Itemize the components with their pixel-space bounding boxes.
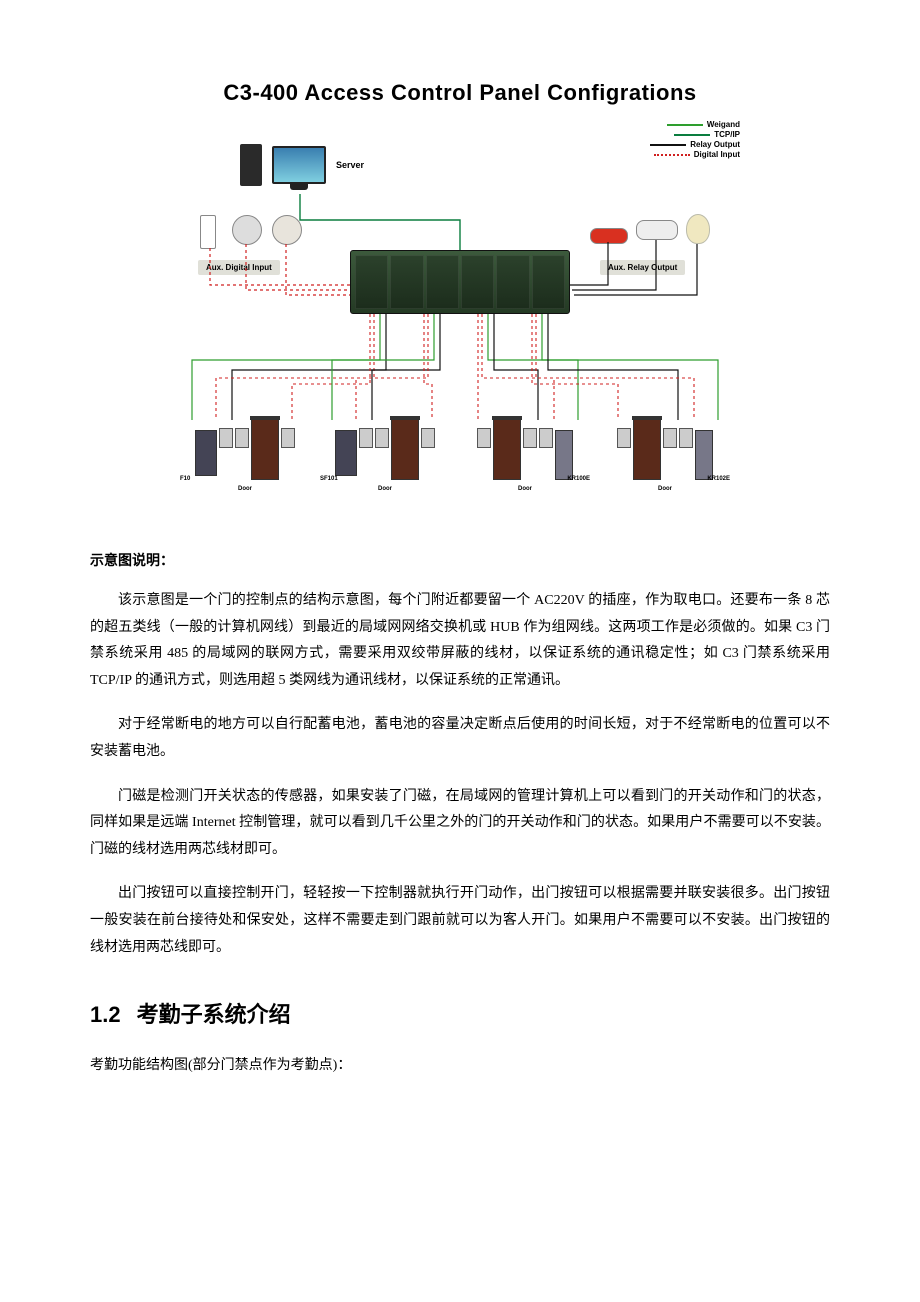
- server-group: Server: [240, 144, 364, 186]
- exit-button-icon: [421, 428, 435, 448]
- paragraph-5: 考勤功能结构图(部分门禁点作为考勤点)：: [90, 1053, 830, 1080]
- door-icon: [493, 418, 521, 480]
- reader-device-icon: [335, 430, 357, 476]
- legend-label: Relay Output: [690, 140, 740, 149]
- section-number: 1.2: [90, 1002, 121, 1027]
- reader-label: KR100E: [567, 476, 590, 482]
- electric-lock-icon: [523, 428, 537, 448]
- legend-label: Digital Input: [694, 150, 740, 159]
- aux-output-label: Aux. Relay Output: [600, 260, 685, 275]
- paragraph-3: 门磁是检测门开关状态的传感器，如果安装了门磁，在局域网的管理计算机上可以看到门的…: [90, 784, 830, 864]
- aux-pir-sensor-icon: [272, 215, 302, 245]
- door-label: Door: [320, 486, 450, 492]
- server-label: Server: [336, 160, 364, 170]
- legend-line-icon: [654, 154, 690, 156]
- pc-tower-icon: [240, 144, 262, 186]
- legend-row: TCP/IP: [650, 130, 740, 139]
- electric-lock-icon: [663, 428, 677, 448]
- door-label: Door: [600, 486, 730, 492]
- door-icon: [633, 418, 661, 480]
- door-group: F10Door: [180, 418, 310, 480]
- monitor-icon: [272, 146, 326, 184]
- door-sensor-icon: [679, 428, 693, 448]
- section-title: 考勤子系统介绍: [137, 1002, 291, 1027]
- aux-contact-sensor-icon: [200, 215, 216, 249]
- section-heading-1-2: 1.2 考勤子系统介绍: [90, 997, 830, 1029]
- legend-label: TCP/IP: [714, 130, 740, 139]
- door-sensor-icon: [219, 428, 233, 448]
- wiring-diagram: WeigandTCP/IPRelay OutputDigital Input S…: [180, 120, 740, 500]
- legend-row: Digital Input: [650, 150, 740, 159]
- reader-label: F10: [180, 476, 190, 482]
- legend-label: Weigand: [707, 120, 740, 129]
- door-group: KR100EDoor: [460, 418, 590, 480]
- diagram-title: C3-400 Access Control Panel Configration…: [90, 80, 830, 106]
- door-sensor-icon: [359, 428, 373, 448]
- control-panel: [350, 250, 570, 314]
- reader-device-icon: [555, 430, 573, 480]
- door-group: SF101Door: [320, 418, 450, 480]
- aux-input-label: Aux. Digital Input: [198, 260, 280, 275]
- paragraph-4: 出门按钮可以直接控制开门，轻轻按一下控制器就执行开门动作，出门按钮可以根据需要并…: [90, 881, 830, 961]
- legend-line-icon: [674, 134, 710, 136]
- aux-bulb-icon: [686, 214, 710, 244]
- door-label: Door: [180, 486, 310, 492]
- legend-row: Weigand: [650, 120, 740, 129]
- reader-device-icon: [695, 430, 713, 480]
- page: C3-400 Access Control Panel Configration…: [0, 0, 920, 1158]
- legend-line-icon: [650, 144, 686, 146]
- aux-siren-icon: [590, 228, 628, 244]
- legend-line-icon: [667, 124, 703, 126]
- legend: WeigandTCP/IPRelay OutputDigital Input: [650, 120, 740, 160]
- exit-button-icon: [281, 428, 295, 448]
- reader-device-icon: [195, 430, 217, 476]
- diagram-wrapper: WeigandTCP/IPRelay OutputDigital Input S…: [90, 120, 830, 500]
- aux-smoke-detector-icon: [232, 215, 262, 245]
- door-group: KR102EDoor: [600, 418, 730, 480]
- door-label: Door: [460, 486, 590, 492]
- exit-button-icon: [617, 428, 631, 448]
- legend-row: Relay Output: [650, 140, 740, 149]
- door-sensor-icon: [539, 428, 553, 448]
- door-icon: [391, 418, 419, 480]
- aux-camera-icon: [636, 220, 678, 240]
- reader-label: SF101: [320, 476, 338, 482]
- paragraph-2: 对于经常断电的地方可以自行配蓄电池，蓄电池的容量决定断点后使用的时间长短，对于不…: [90, 712, 830, 765]
- door-icon: [251, 418, 279, 480]
- electric-lock-icon: [235, 428, 249, 448]
- exit-button-icon: [477, 428, 491, 448]
- electric-lock-icon: [375, 428, 389, 448]
- paragraph-1: 该示意图是一个门的控制点的结构示意图，每个门附近都要留一个 AC220V 的插座…: [90, 588, 830, 694]
- desc-heading: 示意图说明：: [90, 550, 830, 570]
- reader-label: KR102E: [707, 476, 730, 482]
